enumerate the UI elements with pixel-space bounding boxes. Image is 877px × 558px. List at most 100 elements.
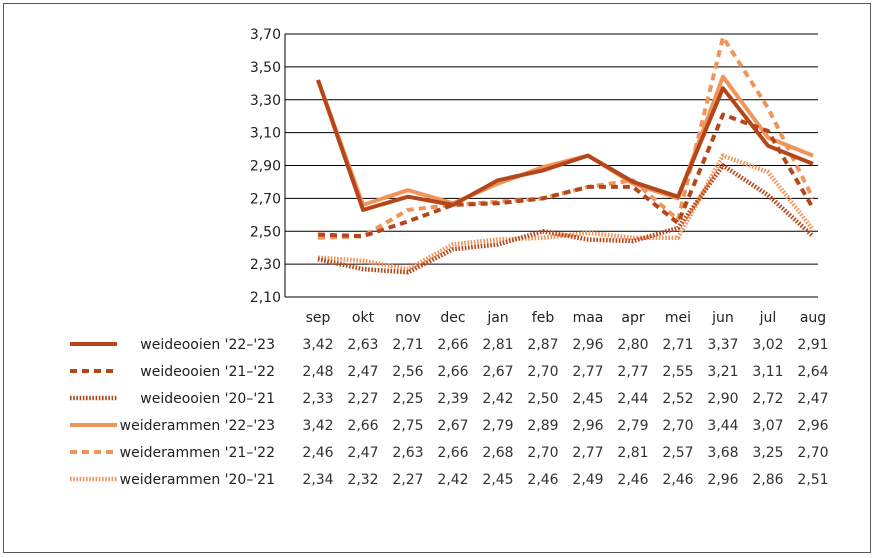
y-tick-label: 2,30 — [250, 257, 281, 273]
data-label: 2,81 — [482, 337, 513, 353]
data-label: 2,52 — [662, 391, 693, 407]
y-tick-label: 3,70 — [250, 27, 281, 43]
x-tick-label: jan — [486, 310, 508, 326]
data-label: 2,32 — [347, 472, 378, 488]
data-label: 2,50 — [527, 391, 558, 407]
x-tick-label: apr — [621, 310, 644, 326]
legend-label: weideooien '20–'21 — [140, 391, 275, 407]
y-tick-label: 3,30 — [250, 93, 281, 109]
data-label: 2,33 — [302, 391, 333, 407]
data-label: 2,46 — [662, 472, 693, 488]
data-label: 2,77 — [617, 364, 648, 380]
data-label: 2,70 — [662, 418, 693, 434]
data-label: 2,47 — [347, 445, 378, 461]
data-label: 2,56 — [392, 364, 423, 380]
data-label: 3,11 — [752, 364, 783, 380]
data-label: 3,37 — [707, 337, 738, 353]
data-label: 3,02 — [752, 337, 783, 353]
data-label: 2,45 — [572, 391, 603, 407]
data-label: 2,66 — [437, 445, 468, 461]
x-tick-label: aug — [800, 310, 826, 326]
data-label: 2,27 — [392, 472, 423, 488]
data-label: 2,42 — [437, 472, 468, 488]
series-line — [317, 112, 815, 239]
data-label: 2,96 — [572, 418, 603, 434]
data-label: 2,63 — [392, 445, 423, 461]
data-label: 2,45 — [482, 472, 513, 488]
data-label: 2,72 — [752, 391, 783, 407]
data-label: 2,46 — [302, 445, 333, 461]
x-tick-label: dec — [440, 310, 465, 326]
data-label: 2,96 — [797, 418, 828, 434]
data-label: 2,66 — [437, 337, 468, 353]
data-label: 2,64 — [797, 364, 828, 380]
x-tick-label: jun — [711, 310, 734, 326]
data-label: 2,67 — [437, 418, 468, 434]
data-label: 3,68 — [707, 445, 738, 461]
legend-label: weiderammen '22–'23 — [120, 418, 275, 434]
y-tick-label: 3,50 — [250, 60, 281, 76]
data-label: 2,70 — [527, 364, 558, 380]
data-label: 2,25 — [392, 391, 423, 407]
x-tick-label: okt — [352, 310, 375, 326]
data-label: 3,44 — [707, 418, 738, 434]
data-label: 2,48 — [302, 364, 333, 380]
data-label: 2,63 — [347, 337, 378, 353]
data-label: 2,81 — [617, 445, 648, 461]
legend-label: weideooien '21–'22 — [140, 364, 275, 380]
series-line — [317, 153, 815, 272]
chart-frame — [3, 3, 871, 553]
data-label: 2,77 — [572, 445, 603, 461]
data-label: 3,07 — [752, 418, 783, 434]
data-label: 2,87 — [527, 337, 558, 353]
data-label: 2,86 — [752, 472, 783, 488]
x-tick-label: feb — [532, 310, 555, 326]
y-tick-label: 2,50 — [250, 224, 281, 240]
legend-label: weiderammen '21–'22 — [120, 445, 275, 461]
x-tick-label: sep — [306, 310, 331, 326]
data-label: 2,51 — [797, 472, 828, 488]
y-tick-label: 2,10 — [250, 290, 281, 306]
data-label: 3,25 — [752, 445, 783, 461]
data-label: 2,90 — [707, 391, 738, 407]
data-label: 2,77 — [572, 364, 603, 380]
data-label: 2,70 — [527, 445, 558, 461]
data-label: 3,42 — [302, 337, 333, 353]
data-label: 2,39 — [437, 391, 468, 407]
data-label: 2,57 — [662, 445, 693, 461]
x-tick-label: mei — [665, 310, 691, 326]
data-label: 2,55 — [662, 364, 693, 380]
data-label: 2,75 — [392, 418, 423, 434]
legend-label: weiderammen '20–'21 — [120, 472, 275, 488]
data-label: 2,47 — [347, 364, 378, 380]
data-label: 2,71 — [392, 337, 423, 353]
data-label: 3,21 — [707, 364, 738, 380]
data-label: 2,47 — [797, 391, 828, 407]
data-label: 2,27 — [347, 391, 378, 407]
data-label: 2,46 — [617, 472, 648, 488]
x-tick-label: nov — [395, 310, 421, 326]
data-label: 2,67 — [482, 364, 513, 380]
series-line — [316, 79, 814, 212]
data-label: 2,66 — [347, 418, 378, 434]
data-label: 2,49 — [572, 472, 603, 488]
y-tick-label: 2,90 — [250, 159, 281, 175]
data-label: 2,79 — [617, 418, 648, 434]
data-label: 2,66 — [437, 364, 468, 380]
data-label: 2,80 — [617, 337, 648, 353]
y-tick-label: 2,70 — [250, 191, 281, 207]
data-label: 2,91 — [797, 337, 828, 353]
data-label: 2,34 — [302, 472, 333, 488]
data-label: 2,96 — [707, 472, 738, 488]
data-label: 2,46 — [527, 472, 558, 488]
y-tick-label: 3,10 — [250, 126, 281, 142]
data-label: 2,71 — [662, 337, 693, 353]
data-label: 2,42 — [482, 391, 513, 407]
data-label: 2,68 — [482, 445, 513, 461]
data-label: 2,44 — [617, 391, 648, 407]
x-tick-label: jul — [759, 310, 777, 326]
data-label: 3,42 — [302, 418, 333, 434]
x-tick-label: maa — [573, 310, 604, 326]
data-label: 2,70 — [797, 445, 828, 461]
